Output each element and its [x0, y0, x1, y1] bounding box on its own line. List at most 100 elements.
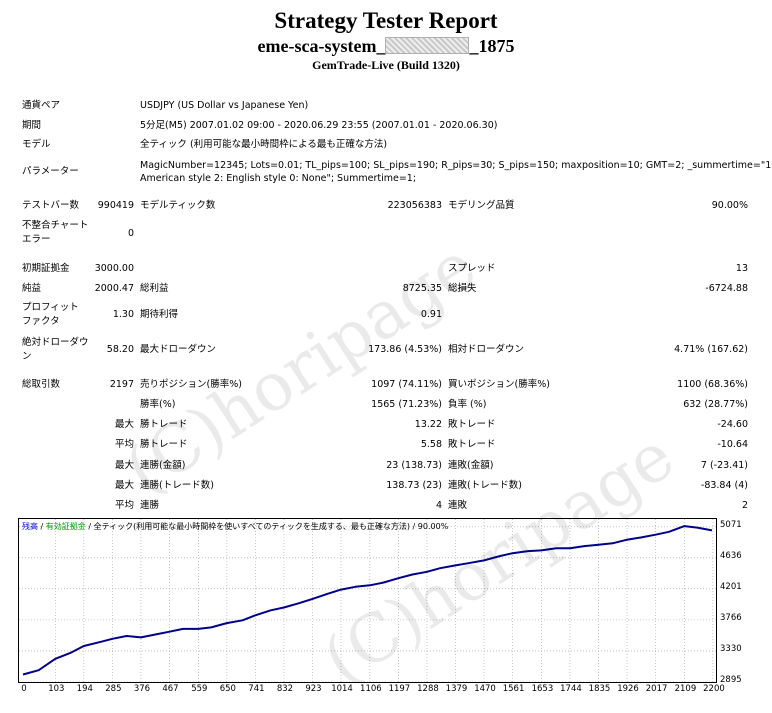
gross-loss-label: 総損失 [448, 283, 477, 294]
x-tick-label: 1653 [531, 684, 554, 694]
avg-win-label: 勝トレード [140, 439, 188, 450]
system-name-suffix: _1875 [469, 36, 515, 56]
x-tick-label: 1014 [331, 684, 353, 694]
max-word-3: 最大 [115, 480, 135, 491]
rel-dd-label: 相対ドローダウン [448, 344, 525, 355]
params-line-2: American style 2: English style 0: None"… [140, 173, 417, 184]
consec-loss-value: 2 [741, 500, 748, 511]
avg-loss-value: -10.64 [717, 439, 748, 450]
avg-loss-label: 敗トレード [448, 439, 496, 450]
y-tick-label: 3766 [720, 612, 742, 623]
consec-loss-trd-value: -83.84 (4) [700, 480, 748, 491]
gross-profit-value: 8725.35 [402, 283, 442, 294]
build-info: GemTrade-Live (Build 1320) [312, 58, 460, 72]
consec-win-trd-value: 138.73 (23) [386, 480, 442, 491]
x-tick-label: 1470 [474, 684, 496, 694]
y-tick-label: 4201 [720, 581, 742, 592]
x-tick-label: 650 [219, 684, 236, 694]
deposit-label: 初期証拠金 [22, 263, 70, 274]
legend-balance: 残高 [22, 522, 38, 531]
legend-sep-1: / [40, 522, 46, 531]
bars-value: 990419 [97, 200, 134, 211]
long-label: 買いポジション(勝率%) [448, 379, 550, 390]
net-value: 2000.47 [94, 283, 134, 294]
total-trades-value: 2197 [109, 379, 134, 390]
x-tick-label: 1744 [560, 684, 582, 694]
x-tick-label: 1288 [417, 684, 439, 694]
x-tick-label: 2200 [703, 684, 725, 694]
x-tick-label: 2017 [645, 684, 668, 694]
mismatch-label-1: 不整合チャート [22, 220, 89, 231]
x-tick-label: 1379 [445, 684, 468, 694]
total-trades-label: 総取引数 [22, 379, 61, 390]
quality-value: 90.00% [711, 200, 748, 211]
max-dd-value: 173.86 (4.53%) [368, 344, 442, 355]
x-tick-label: 376 [133, 684, 151, 694]
abs-dd-label-1: 絶対ドローダウ [22, 337, 89, 348]
period-value: 5分足(M5) 2007.01.02 09:00 - 2020.06.29 23… [140, 120, 498, 131]
x-tick-label: 1926 [617, 684, 639, 694]
balance-chart [18, 518, 717, 683]
x-tick-label: 1835 [588, 684, 611, 694]
long-value: 1100 (68.36%) [677, 379, 748, 390]
pf-label-1: プロフィット [22, 302, 79, 313]
avg-word-1: 平均 [115, 439, 135, 450]
net-label: 純益 [22, 283, 42, 294]
x-tick-label: 2109 [674, 684, 697, 694]
y-tick-label: 5071 [720, 519, 742, 530]
loss-rate-value: 632 (28.77%) [683, 399, 748, 410]
max-dd-label: 最大ドローダウン [140, 344, 217, 355]
system-name-prefix: eme-sca-system_ [257, 36, 386, 56]
consec-win-label: 連勝 [140, 500, 160, 511]
x-tick-label: 103 [48, 684, 65, 694]
legend-sep-2: / [88, 522, 94, 531]
legend-quality: 90.00% [417, 522, 449, 531]
chart-legend: 残高 / 有効証拠金 / 全ティック(利用可能な最小時間枠を使いすべてのティック… [22, 521, 448, 532]
max-word-2: 最大 [115, 460, 135, 471]
legend-equity: 有効証拠金 [45, 522, 86, 531]
x-tick-label: 1197 [388, 684, 411, 694]
max-win-label: 勝トレード [140, 419, 188, 430]
consec-loss-label: 連敗 [448, 500, 468, 511]
model-value: 全ティック (利用可能な最小時間枠による最も正確な方法) [140, 139, 388, 150]
redacted-block [385, 37, 470, 54]
consec-win-amt-label: 連勝(金額) [140, 460, 186, 471]
x-tick-label: 0 [21, 684, 27, 694]
loss-rate-label: 負率 (%) [448, 399, 487, 410]
avg-win-value: 5.58 [420, 439, 442, 450]
period-label: 期間 [22, 120, 42, 131]
x-tick-label: 1106 [360, 684, 382, 694]
legend-sep-3: / [412, 522, 418, 531]
pair-label: 通貨ペア [22, 100, 61, 111]
x-tick-label: 1561 [502, 684, 525, 694]
system-name: eme-sca-system_ _1875 [0, 36, 772, 57]
x-tick-label: 559 [191, 684, 208, 694]
x-tick-label: 832 [276, 684, 294, 694]
mismatch-value: 0 [127, 228, 134, 239]
pf-label-2: ファクタ [22, 316, 60, 327]
gross-profit-label: 総利益 [140, 283, 169, 294]
consec-loss-amt-label: 連敗(金額) [448, 460, 494, 471]
x-tick-label: 741 [248, 684, 265, 694]
gross-loss-value: -6724.88 [705, 283, 748, 294]
max-loss-label: 敗トレード [448, 419, 496, 430]
mismatch-label-2: エラー [22, 234, 51, 245]
win-rate-value: 1565 (71.23%) [371, 399, 442, 410]
params-label: パラメーター [22, 166, 79, 177]
balance-chart-svg [19, 519, 716, 682]
x-tick-label: 923 [305, 684, 322, 694]
abs-dd-value: 58.20 [106, 344, 134, 355]
params-line-1: MagicNumber=12345; Lots=0.01; TL_pips=10… [140, 160, 772, 171]
abs-dd-label-2: ン [22, 351, 32, 362]
deposit-value: 3000.00 [94, 263, 134, 274]
consec-win-trd-label: 連勝(トレード数) [140, 480, 214, 491]
bars-label: テストバー数 [22, 200, 80, 211]
expected-label: 期待利得 [140, 309, 179, 320]
y-tick-label: 2895 [720, 675, 742, 685]
spread-value: 13 [735, 263, 748, 274]
x-tick-label: 467 [162, 684, 179, 694]
short-value: 1097 (74.11%) [371, 379, 442, 390]
report-title: Strategy Tester Report [274, 8, 498, 33]
balance-line [22, 525, 713, 676]
pair-value: USDJPY (US Dollar vs Japanese Yen) [140, 100, 309, 111]
